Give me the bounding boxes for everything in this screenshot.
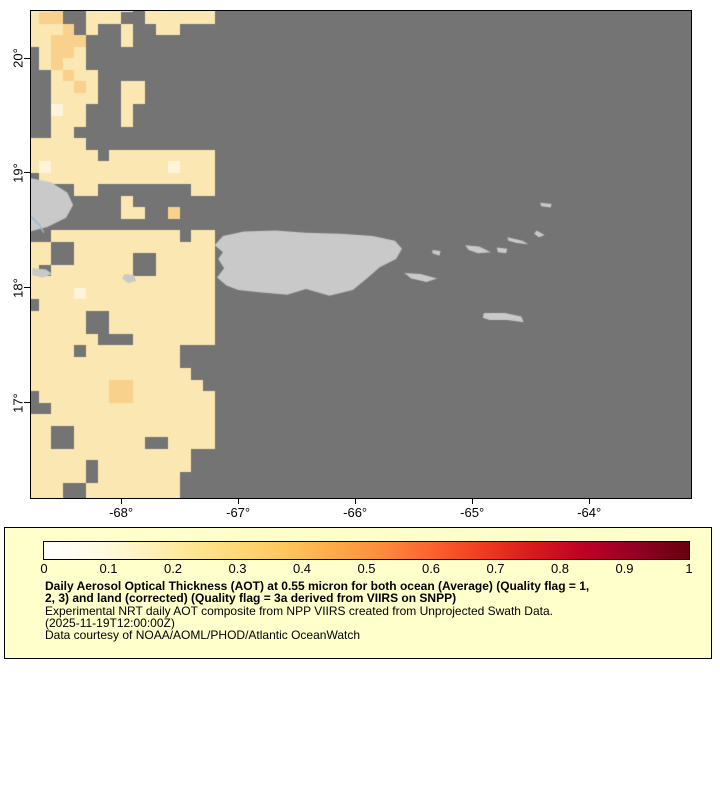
lat-tick-mark: [24, 172, 30, 174]
lon-tick-mark: [237, 498, 239, 504]
lon-tick-label: -66°: [343, 505, 368, 520]
colorbar-gradient: [43, 541, 690, 560]
legend-title-line1: Daily Aerosol Optical Thickness (AOT) at…: [45, 579, 590, 593]
colorbar-tick-label: 0.5: [357, 561, 376, 576]
colorbar-tick-label: 0.8: [550, 561, 570, 576]
colorbar-tick-label: 0.6: [421, 561, 441, 576]
legend-text: Daily Aerosol Optical Thickness (AOT) at…: [45, 579, 703, 643]
legend-info-line: Experimental NRT daily AOT composite fro…: [45, 603, 553, 618]
colorbar-tick-label: 0.3: [228, 561, 247, 576]
lat-tick-mark: [24, 57, 30, 59]
lat-tick-label: 19°: [10, 163, 26, 183]
lat-tick-label: 18°: [10, 277, 26, 298]
colorbar-tick-label: 0.7: [486, 561, 505, 576]
lat-tick-mark: [24, 287, 30, 289]
lat-tick-label: 20°: [10, 48, 26, 68]
legend-credit: Data courtesy of NOAA/AOML/PHOD/Atlantic…: [45, 628, 360, 643]
colorbar-tick-label: 1: [685, 561, 693, 576]
lat-tick-label: 17°: [10, 392, 26, 413]
colorbar-tick-labels: 0 0.1 0.2 0.3 0.4 0.5 0.6 0.7 0.8 0.9 1: [40, 560, 693, 576]
lat-tick-mark: [24, 402, 30, 404]
lon-tick-label: -67°: [226, 505, 251, 520]
colorbar-tick-label: 0.4: [292, 561, 312, 576]
lon-tick-mark: [471, 498, 473, 504]
lon-tick-label: -64°: [577, 505, 602, 520]
colorbar-tick-label: 0: [40, 561, 48, 576]
map-canvas: [31, 11, 691, 498]
lon-tick-mark: [588, 498, 590, 504]
map-plot-area: 20° 19° 18° 17° -68° -67° -66° -65° -64°: [11, 10, 692, 520]
colorbar-tick-label: 0.2: [163, 561, 183, 576]
legend-timestamp: (2025-11-19T12:00:00Z): [45, 615, 175, 630]
lon-tick-label: -68°: [109, 505, 134, 520]
colorbar-tick-label: 0.9: [615, 561, 634, 576]
lon-tick-label: -65°: [460, 505, 485, 520]
legend-box: 0 0.1 0.2 0.3 0.4 0.5 0.6 0.7 0.8 0.9 1 Daily Aero…: [4, 527, 712, 659]
legend-title-line2: 2, 3) and land (corrected) (Quality flag…: [45, 591, 457, 606]
colorbar-tick-label: 0.1: [99, 561, 118, 576]
lon-tick-mark: [354, 498, 356, 504]
lon-tick-mark: [120, 498, 122, 504]
